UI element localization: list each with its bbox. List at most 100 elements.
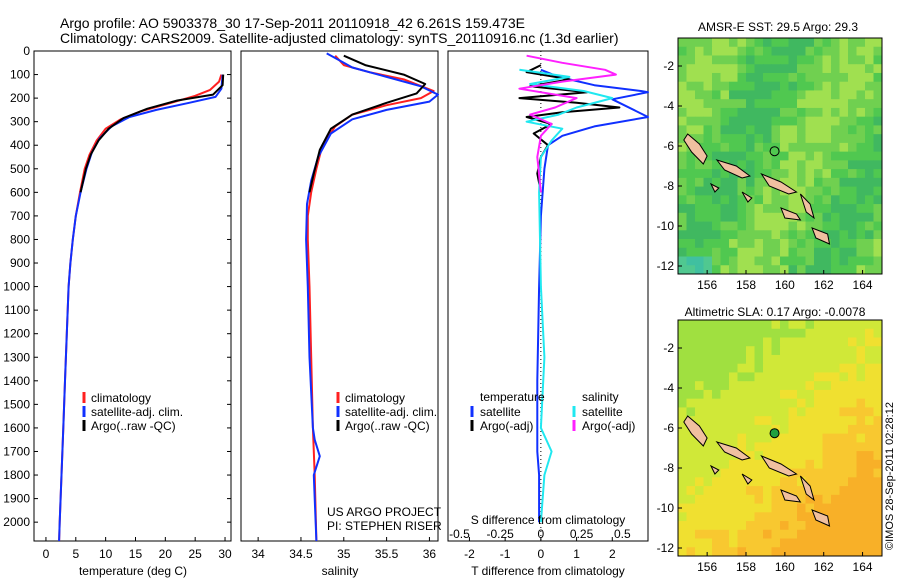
sla-map-cell (848, 538, 857, 548)
sla-map-cell (814, 486, 823, 496)
sla-map-cell (839, 486, 849, 496)
sla-map-cell (814, 433, 823, 443)
sla-map-cell (873, 354, 883, 365)
sla-map-cell (831, 494, 840, 504)
sla-map-cell (720, 398, 730, 408)
sla-map-cell (797, 442, 806, 452)
sla-map-cell (763, 328, 772, 338)
sla-map-cell (763, 346, 772, 356)
sst-map-cell (737, 72, 747, 83)
sst-map-cell (788, 38, 798, 48)
sst-map-cell (814, 247, 823, 257)
sla-map-cell (856, 529, 866, 539)
sst-map-cell (703, 239, 713, 249)
sst-map-cell (822, 265, 832, 275)
sst-map-cell (780, 116, 789, 126)
sla-map-cell (788, 372, 798, 382)
sst-map-cell (729, 38, 738, 48)
sst-map-cell (839, 151, 849, 161)
sst-map-cell (788, 195, 798, 205)
sst-map-cell (848, 55, 857, 65)
sst-map-cell (805, 55, 815, 65)
sla-map-cell (805, 416, 815, 426)
sla-map-cell (763, 337, 772, 347)
sst-map-cell (831, 55, 840, 65)
sst-map-cell (678, 72, 687, 83)
sst-map-cell (754, 195, 764, 205)
sla-map-cell (746, 512, 755, 522)
salinity-legend: climatology satellite-adj. clim. Argo(..… (336, 391, 437, 433)
sst-map-cell (746, 99, 755, 109)
sst-map-cell (831, 38, 840, 48)
sst-map-cell (754, 186, 764, 196)
sla-map-cell (788, 398, 798, 408)
sst-map-cell (737, 247, 747, 257)
sla-map-cell (831, 459, 840, 469)
sst-island (760, 172, 798, 195)
sla-map-cell (754, 547, 764, 557)
sla-map-cell (678, 372, 687, 382)
sla-map-cell (746, 486, 755, 496)
sst-map: 156 158 160 162 164 -2 -4 -6 -8 -10 -12 (657, 37, 883, 292)
sla-map-cell (712, 512, 721, 522)
sla-map-cell (780, 538, 789, 548)
difference-series-s-satellite (519, 68, 614, 523)
sst-map-cell (763, 134, 772, 144)
sst-map-cell (678, 46, 687, 56)
sst-map-cell (873, 107, 883, 118)
sst-map-cell (873, 212, 883, 222)
sst-map-cell (865, 221, 874, 231)
sla-map-cell (797, 407, 806, 417)
sla-map-cell (822, 468, 832, 478)
depth-tick-label: 1300 (3, 350, 30, 364)
sst-map-cell (797, 72, 806, 83)
sla-map-cell (848, 416, 857, 426)
sst-map-cell (695, 256, 704, 266)
sla-map-cell (797, 424, 806, 435)
sst-map-cell (703, 90, 713, 100)
sla-map-cell (703, 346, 713, 356)
sst-map-cell (839, 247, 849, 257)
sla-map-cell (856, 354, 866, 365)
sla-map-cell (720, 389, 730, 400)
legend-satellite-label: satellite-adj. clim. (91, 405, 183, 419)
sla-map-cell (686, 381, 696, 391)
sst-map-cell (695, 212, 704, 222)
sla-map-cell (737, 407, 747, 417)
sla-map-cell (746, 442, 755, 452)
sst-map-cell (695, 239, 704, 249)
sst-map-cell (839, 186, 849, 196)
sst-map-cell (754, 38, 764, 48)
sla-map-cell (720, 512, 730, 522)
depth-tick-label: 500 (10, 162, 30, 176)
sst-map-cell (746, 177, 755, 187)
sla-float-marker (769, 428, 780, 439)
sst-map-cell (737, 230, 747, 240)
sla-map-cell (771, 468, 781, 478)
sla-map-cell (780, 381, 789, 391)
sla-map-cell (720, 451, 730, 461)
temperature-xlabel: temperature (deg C) (79, 564, 187, 578)
sla-map-cell (856, 468, 866, 478)
sla-map-cell (771, 381, 781, 391)
sst-map-cell (865, 195, 874, 205)
sla-map-cell (746, 547, 755, 557)
sla-map-cell (856, 442, 866, 452)
sla-map-cell (788, 486, 798, 496)
sst-map-cell (754, 177, 764, 187)
sla-map-cell (848, 372, 857, 382)
sst-map-cell (865, 212, 874, 222)
sst-map-cell (848, 64, 857, 74)
sst-map-cell (848, 38, 857, 48)
sla-map-cell (754, 407, 764, 417)
sst-map-cell (865, 230, 874, 240)
salinity-xtick-label: 35 (337, 547, 351, 561)
sla-map-cell (831, 320, 840, 330)
sla-map-cell (856, 459, 866, 469)
sst-map-cell (797, 204, 806, 214)
salinity-xtick-label: 34.5 (289, 547, 313, 561)
sla-map-cell (737, 320, 747, 330)
sst-map-cell (797, 46, 806, 56)
sst-map-cell (720, 186, 730, 196)
sla-map-cell (865, 328, 874, 338)
